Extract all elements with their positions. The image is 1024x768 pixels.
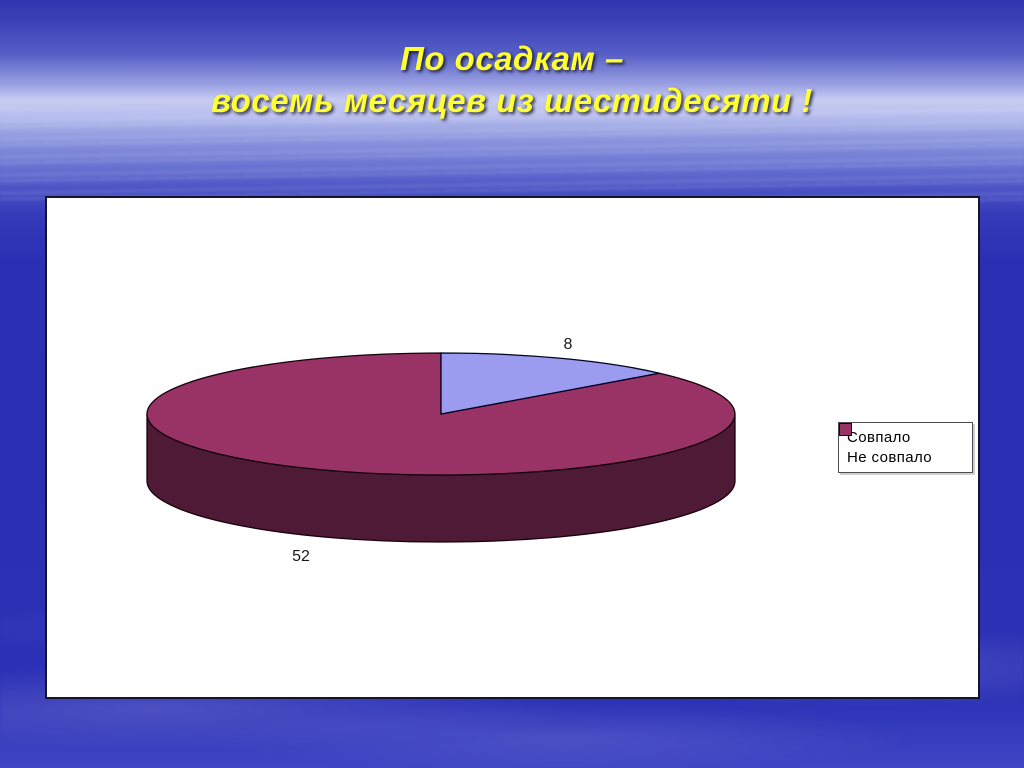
pie-slice-sovpalo <box>440 352 660 415</box>
legend-label-sovpalo: Совпало <box>847 429 911 446</box>
legend-label-ne-sovpalo: Не совпало <box>847 449 933 466</box>
pie-chart-3d: 8 52 <box>146 336 736 565</box>
legend-swatch-ne-sovpalo <box>839 423 852 436</box>
chart-panel: 8 52 Совпало Не совпало <box>45 196 980 699</box>
slide-title: По осадкам – восемь месяцев из шестидеся… <box>0 38 1024 122</box>
data-label-ne-sovpalo: 52 <box>292 548 310 565</box>
legend-item-sovpalo: Совпало <box>839 423 972 446</box>
slide-title-line-2: восемь месяцев из шестидесяти ! <box>211 82 813 119</box>
data-label-sovpalo: 8 <box>564 336 573 353</box>
clouds-texture-top <box>0 108 1024 203</box>
slide-title-line-1: По осадкам – <box>400 40 624 77</box>
chart-legend: Совпало Не совпало <box>838 422 973 473</box>
legend-item-ne-sovpalo: Не совпало <box>839 423 972 466</box>
